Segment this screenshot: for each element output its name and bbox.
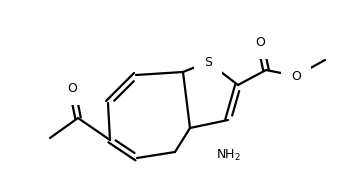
Text: O: O: [291, 70, 301, 83]
Text: NH$_2$: NH$_2$: [215, 148, 240, 163]
Text: S: S: [204, 56, 212, 68]
Text: O: O: [255, 35, 265, 49]
Text: O: O: [67, 81, 77, 94]
